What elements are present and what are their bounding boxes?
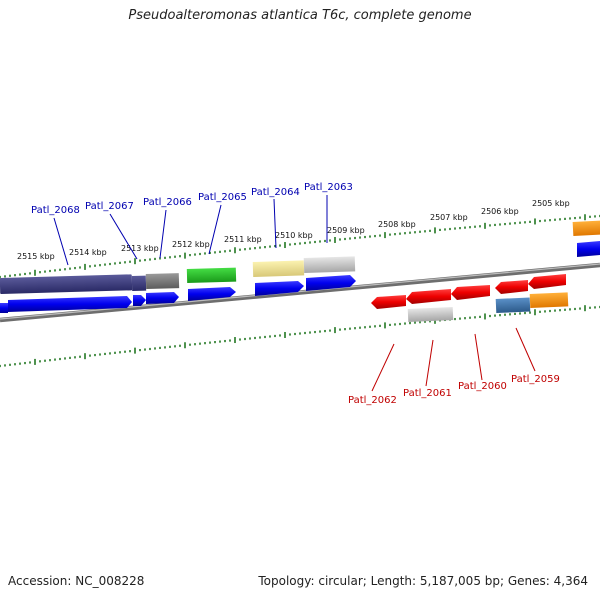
gene-label-patl-2066[interactable]: Patl_2066 xyxy=(143,197,192,208)
gene-label-patl-2061[interactable]: Patl_2061 xyxy=(403,388,452,399)
lower-tick-ruler xyxy=(0,305,600,368)
cds-arrow[interactable] xyxy=(306,275,356,291)
kbp-label: 2514 kbp xyxy=(69,248,107,257)
gene-label-patl-2062[interactable]: Patl_2062 xyxy=(348,395,397,406)
gene-label-patl-2063[interactable]: Patl_2063 xyxy=(304,182,353,193)
cds-arrow[interactable] xyxy=(133,295,146,306)
cds-arrow[interactable] xyxy=(495,280,528,294)
gene-label-patl-2065[interactable]: Patl_2065 xyxy=(198,192,247,203)
cds-arrow[interactable] xyxy=(406,289,451,304)
feature-bar-navy[interactable] xyxy=(0,274,133,294)
feature-bar-orange[interactable] xyxy=(529,292,569,308)
top-gene-callouts xyxy=(53,195,328,266)
gene-label-patl-2059[interactable]: Patl_2059 xyxy=(511,374,560,385)
kbp-label: 2510 kbp xyxy=(275,231,313,240)
feature-bar-gray[interactable] xyxy=(145,273,180,289)
gene-label-patl-2060[interactable]: Patl_2060 xyxy=(458,381,507,392)
feature-bar-green[interactable] xyxy=(186,267,237,283)
gene-label-patl-2067[interactable]: Patl_2067 xyxy=(85,201,134,212)
cds-arrow[interactable] xyxy=(8,296,132,312)
genome-backbone-highlight xyxy=(0,263,600,320)
cds-arrow[interactable] xyxy=(451,285,490,300)
bottom-gene-callouts xyxy=(371,327,536,392)
cds-arrow[interactable] xyxy=(255,281,304,296)
gene-label-patl-2064[interactable]: Patl_2064 xyxy=(251,187,300,198)
upper-tick-ruler xyxy=(0,214,600,279)
genome-backbone xyxy=(0,262,600,323)
feature-bar-steel[interactable] xyxy=(495,297,531,313)
feature-bar-lightgray[interactable] xyxy=(303,256,356,273)
kbp-label: 2506 kbp xyxy=(481,207,519,216)
cds-arrow[interactable] xyxy=(188,287,236,301)
kbp-label: 2508 kbp xyxy=(378,220,416,229)
kbp-label: 2509 kbp xyxy=(327,226,365,235)
lower-feature-row xyxy=(407,292,569,322)
cds-arrow[interactable] xyxy=(577,241,600,257)
map-title: Pseudoalteromonas atlantica T6c, complet… xyxy=(128,8,472,23)
kbp-label: 2515 kbp xyxy=(17,252,55,261)
kbp-label: 2513 kbp xyxy=(121,244,159,253)
upper-feature-row xyxy=(0,220,600,294)
feature-bar-navy[interactable] xyxy=(131,275,147,291)
accession-label: Accession: NC_008228 xyxy=(8,574,145,588)
forward-cds-row xyxy=(0,241,600,313)
kbp-label: 2512 kbp xyxy=(172,240,210,249)
cds-arrow[interactable] xyxy=(0,303,8,313)
kbp-label: 2507 kbp xyxy=(430,213,468,222)
cds-arrow[interactable] xyxy=(371,295,406,309)
cds-arrow[interactable] xyxy=(528,274,566,289)
kbp-label: 2511 kbp xyxy=(224,235,262,244)
feature-bar-yellow[interactable] xyxy=(252,260,305,277)
kbp-label: 2505 kbp xyxy=(532,199,570,208)
reverse-cds-row xyxy=(371,274,566,309)
feature-bar-orange[interactable] xyxy=(572,220,600,236)
feature-bar-lightgray[interactable] xyxy=(407,307,454,322)
gene-label-patl-2068[interactable]: Patl_2068 xyxy=(31,205,80,216)
genome-summary: Topology: circular; Length: 5,187,005 bp… xyxy=(258,574,588,588)
cds-arrow[interactable] xyxy=(146,292,179,304)
